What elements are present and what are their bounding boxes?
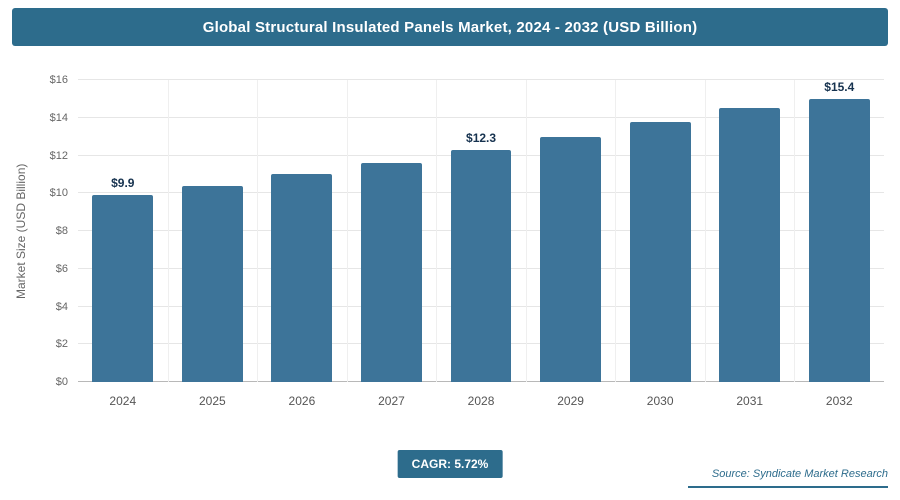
bar-column: $9.9 2024: [78, 80, 168, 408]
v-gridline: [704, 80, 706, 382]
x-tick-label: 2024: [109, 394, 137, 408]
v-gridline: [794, 80, 796, 382]
x-tick-label: 2025: [198, 394, 226, 408]
x-tick-label: 2027: [378, 394, 405, 408]
y-tick-label: $2: [55, 338, 68, 351]
x-tick-label: 2028: [467, 394, 495, 408]
bar-value-label: $15.4: [824, 80, 855, 94]
v-gridline: [525, 80, 527, 382]
bar-value-label: $12.3: [466, 130, 497, 145]
v-gridline: [257, 80, 259, 382]
x-tick-label: 2031: [736, 394, 764, 408]
h-gridline: [78, 79, 884, 80]
bar-2030: [629, 122, 691, 382]
chart-title: Global Structural Insulated Panels Marke…: [202, 18, 698, 36]
cagr-badge: CAGR: 5.72%: [397, 450, 503, 478]
bars-container: $9.9 2024 2025 2026 2027 $12.3 2028 2029 2030 203…: [78, 80, 885, 408]
y-axis-title: Market Size (USD Billion): [14, 163, 28, 299]
v-gridline: [615, 80, 617, 382]
x-tick-label: 2029: [557, 394, 584, 408]
h-gridline: [78, 116, 884, 118]
source-text: Source: Syndicate Market Research: [688, 468, 888, 488]
v-gridline: [436, 80, 438, 382]
v-gridline: [346, 80, 348, 382]
y-tick-label: $6: [55, 262, 68, 275]
x-tick-label: 2030: [646, 394, 674, 408]
bar-column: 2027: [347, 80, 437, 408]
plot-area: $9.9 2024 2025 2026 2027 $12.3 2028 2029 2030 203…: [78, 79, 885, 408]
y-tick-label: $8: [55, 225, 68, 237]
bar-column: 2031: [705, 80, 795, 408]
bar-column: 2025: [168, 80, 258, 408]
bar-2027: [361, 163, 422, 382]
v-gridline: [167, 80, 169, 382]
y-tick-label: $12: [49, 149, 68, 162]
bar-2032: [808, 99, 870, 382]
bar-column: 2030: [615, 80, 705, 408]
bar-2031: [719, 108, 781, 382]
chart-title-bar: Global Structural Insulated Panels Marke…: [12, 8, 888, 46]
x-tick-label: 2026: [288, 394, 316, 408]
bar-2026: [271, 174, 333, 382]
bar-column: 2026: [257, 80, 347, 408]
bar-value-label: $9.9: [111, 176, 135, 191]
y-tick-label: $10: [49, 187, 68, 200]
x-tick-label: 2032: [825, 394, 853, 408]
bar-column: $15.4 2032: [795, 80, 885, 408]
y-axis-tick-labels: $0 $2 $4 $6 $8 $10 $12 $14 $16: [28, 74, 74, 388]
bar-2024: [92, 195, 154, 382]
bar-2029: [540, 136, 602, 382]
y-tick-label: $16: [49, 74, 68, 86]
y-tick-label: $0: [55, 376, 68, 388]
bar-2025: [181, 185, 243, 382]
bar-column: 2029: [526, 80, 616, 408]
bar-2028: [450, 149, 512, 382]
bar-column: $12.3 2028: [436, 80, 526, 408]
y-tick-label: $4: [55, 300, 68, 313]
y-tick-label: $14: [49, 111, 68, 124]
